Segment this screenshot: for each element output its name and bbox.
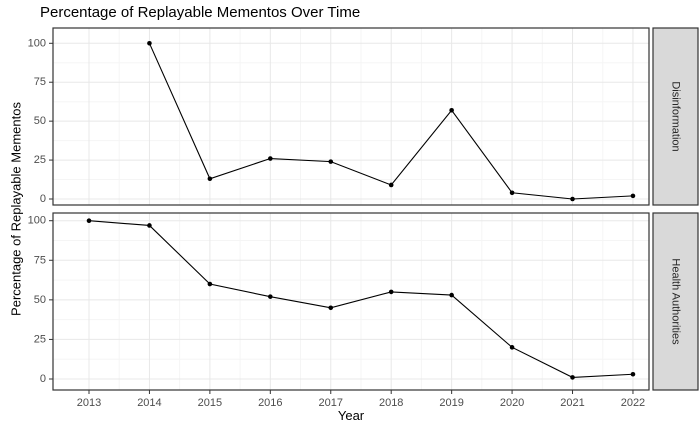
data-point <box>147 41 152 46</box>
y-tick-label: 0 <box>40 373 46 385</box>
data-point <box>268 156 273 161</box>
y-tick-label: 0 <box>40 193 46 205</box>
x-tick-label: 2022 <box>621 397 645 409</box>
facet-strip-label: Health Authorities <box>670 258 682 345</box>
data-point <box>207 281 213 287</box>
y-tick-label: 50 <box>34 115 46 127</box>
facet-strip-disinformation <box>652 27 699 206</box>
panel-background <box>53 213 649 390</box>
data-point <box>570 375 575 380</box>
x-tick-label: 2016 <box>258 397 282 409</box>
facet-strip-health-authorities <box>652 212 699 391</box>
x-tick-label: 2013 <box>77 397 101 409</box>
x-tick-label: 2017 <box>319 397 343 409</box>
panel-border <box>52 27 650 206</box>
x-tick-label: 2015 <box>198 397 222 409</box>
x-tick-label: 2020 <box>500 397 524 409</box>
data-point <box>328 305 334 311</box>
x-tick-label: 2019 <box>439 397 463 409</box>
x-tick-label: 2021 <box>560 397 584 409</box>
data-point <box>328 159 334 164</box>
data-line-health-authorities <box>88 220 633 378</box>
y-tick-label: 75 <box>34 76 46 88</box>
facet-strip-label: Disinformation <box>670 81 682 151</box>
y-tick-label: 100 <box>28 215 46 227</box>
data-point <box>86 218 92 223</box>
y-tick-label: 100 <box>28 37 46 49</box>
y-tick-label: 25 <box>34 333 46 345</box>
y-tick-label: 25 <box>34 154 46 166</box>
x-tick-label: 2014 <box>137 397 161 409</box>
data-point <box>630 193 636 199</box>
data-point <box>207 176 213 182</box>
data-point <box>449 107 454 113</box>
x-axis-title: Year <box>337 408 365 423</box>
panel-border <box>52 212 650 391</box>
panel-disinformation: 0 25 50 75 100 Disinformation <box>28 27 699 206</box>
data-point <box>630 371 636 377</box>
data-point <box>509 190 515 196</box>
data-point <box>388 182 394 188</box>
panel-health-authorities: 0 25 50 75 100 Health Authorities <box>28 212 699 391</box>
data-point <box>147 223 152 228</box>
chart-title: Percentage of Replayable Mementos Over T… <box>40 4 361 21</box>
data-point <box>570 196 575 202</box>
data-point <box>268 294 273 299</box>
x-tick-label: 2018 <box>379 397 403 409</box>
y-axis-title: Percentage of Replayable Mementos <box>8 102 24 316</box>
panel-background <box>53 28 649 205</box>
y-tick-label: 75 <box>34 254 46 266</box>
data-point <box>509 345 515 350</box>
data-point <box>449 292 454 298</box>
y-tick-label: 50 <box>34 294 46 306</box>
data-point <box>388 289 394 295</box>
